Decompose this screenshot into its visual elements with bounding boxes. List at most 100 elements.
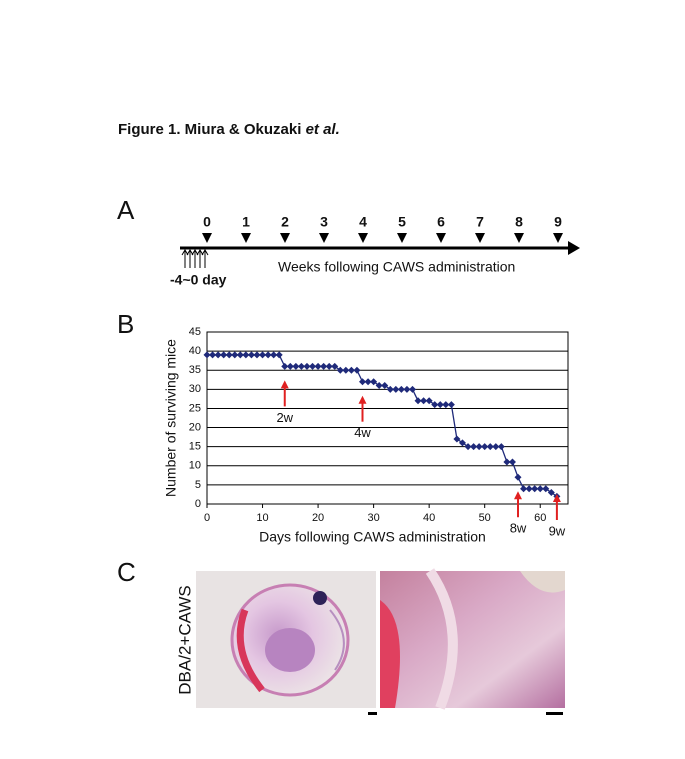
data-point bbox=[453, 435, 461, 443]
week-label: 5 bbox=[398, 214, 406, 230]
x-tick-label: 20 bbox=[312, 512, 324, 524]
week-marker bbox=[280, 233, 290, 243]
data-point bbox=[370, 378, 378, 386]
panel-label: C bbox=[117, 557, 136, 587]
data-point bbox=[247, 351, 255, 359]
data-point bbox=[470, 443, 478, 451]
week-marker bbox=[319, 233, 329, 243]
data-point bbox=[275, 351, 283, 359]
data-point bbox=[353, 366, 361, 374]
week-marker bbox=[553, 233, 563, 243]
data-point bbox=[508, 458, 516, 466]
data-point bbox=[397, 385, 405, 393]
y-axis-label: Number of surviving mice bbox=[163, 339, 179, 497]
annotation-arrowhead bbox=[514, 491, 523, 500]
data-point bbox=[458, 439, 466, 447]
data-point bbox=[253, 351, 261, 359]
y-tick-label: 0 bbox=[195, 498, 201, 510]
data-point bbox=[359, 378, 367, 386]
data-point bbox=[481, 443, 489, 451]
data-point bbox=[447, 401, 455, 409]
week-label: 8 bbox=[515, 214, 523, 230]
week-marker bbox=[241, 233, 251, 243]
data-point bbox=[231, 351, 239, 359]
row-label: DBA/2+CAWS bbox=[175, 585, 194, 694]
y-tick-label: 35 bbox=[189, 364, 201, 376]
data-point bbox=[325, 362, 333, 370]
x-tick-label: 60 bbox=[534, 512, 546, 524]
data-point bbox=[303, 362, 311, 370]
data-point bbox=[281, 362, 289, 370]
data-point bbox=[436, 401, 444, 409]
annotation-arrowhead bbox=[280, 380, 289, 389]
data-point bbox=[520, 485, 528, 493]
week-label: 7 bbox=[476, 214, 484, 230]
week-marker bbox=[202, 233, 212, 243]
data-point bbox=[270, 351, 278, 359]
plot-frame bbox=[206, 331, 569, 505]
title-main: Figure 1. Miura & Okuzaki bbox=[118, 121, 301, 138]
data-point bbox=[203, 351, 211, 359]
data-point bbox=[309, 362, 317, 370]
data-point bbox=[331, 362, 339, 370]
data-point bbox=[242, 351, 250, 359]
week-label: 4 bbox=[359, 214, 367, 230]
data-point bbox=[220, 351, 228, 359]
data-point bbox=[414, 397, 422, 405]
histology-low-mag bbox=[196, 571, 376, 708]
data-point bbox=[531, 485, 539, 493]
data-point bbox=[347, 366, 355, 374]
data-point bbox=[503, 458, 511, 466]
annotation-label: 4w bbox=[354, 425, 371, 440]
week-ticks: 0 1 2 3 4 5 6 7 8 9 bbox=[202, 214, 563, 243]
data-point bbox=[381, 382, 389, 390]
data-point bbox=[392, 385, 400, 393]
data-point bbox=[486, 443, 494, 451]
survival-line bbox=[207, 354, 558, 497]
x-tick-label: 50 bbox=[479, 512, 491, 524]
data-point bbox=[286, 362, 294, 370]
data-point bbox=[297, 362, 305, 370]
title: Figure 1. Miura & Okuzaki et al. bbox=[118, 121, 340, 138]
y-tick-label: 15 bbox=[189, 441, 201, 453]
annotation-label: 2w bbox=[276, 410, 293, 425]
data-point bbox=[364, 378, 372, 386]
data-point bbox=[314, 362, 322, 370]
week-marker bbox=[397, 233, 407, 243]
week-marker bbox=[514, 233, 524, 243]
week-marker bbox=[358, 233, 368, 243]
timeline-arrowhead bbox=[568, 241, 580, 255]
title-italic: et al. bbox=[306, 121, 340, 138]
data-point bbox=[386, 385, 394, 393]
y-tick-label: 45 bbox=[189, 326, 201, 338]
data-point bbox=[403, 385, 411, 393]
week-label: 6 bbox=[437, 214, 445, 230]
data-point bbox=[525, 485, 533, 493]
data-point bbox=[431, 401, 439, 409]
week-marker bbox=[475, 233, 485, 243]
y-tick-label: 30 bbox=[189, 383, 201, 395]
data-point bbox=[320, 362, 328, 370]
x-tick-label: 40 bbox=[423, 512, 435, 524]
annotation-label: 8w bbox=[510, 521, 527, 536]
data-point bbox=[214, 351, 222, 359]
annotation-label: 9w bbox=[549, 523, 566, 538]
week-marker bbox=[436, 233, 446, 243]
week-label: 1 bbox=[242, 214, 250, 230]
panel-label: B bbox=[117, 309, 134, 339]
data-point bbox=[514, 473, 522, 481]
y-tick-label: 5 bbox=[195, 479, 201, 491]
y-tick-label: 20 bbox=[189, 421, 201, 433]
data-point bbox=[547, 489, 555, 497]
x-tick-label: 30 bbox=[367, 512, 379, 524]
data-point bbox=[442, 401, 450, 409]
data-point bbox=[236, 351, 244, 359]
data-point bbox=[464, 443, 472, 451]
week-label: 9 bbox=[554, 214, 562, 230]
data-point bbox=[375, 382, 383, 390]
data-point bbox=[336, 366, 344, 374]
data-point bbox=[497, 443, 505, 451]
week-label: 3 bbox=[320, 214, 328, 230]
data-point bbox=[342, 366, 350, 374]
